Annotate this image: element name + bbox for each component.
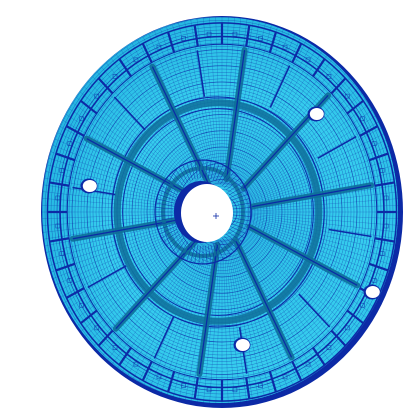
mid-ring (111, 96, 325, 328)
hub (154, 159, 252, 265)
crosshair-icon (213, 213, 219, 219)
bolt-holes (80, 106, 381, 353)
spokes (69, 47, 375, 377)
center-bore (174, 181, 233, 243)
